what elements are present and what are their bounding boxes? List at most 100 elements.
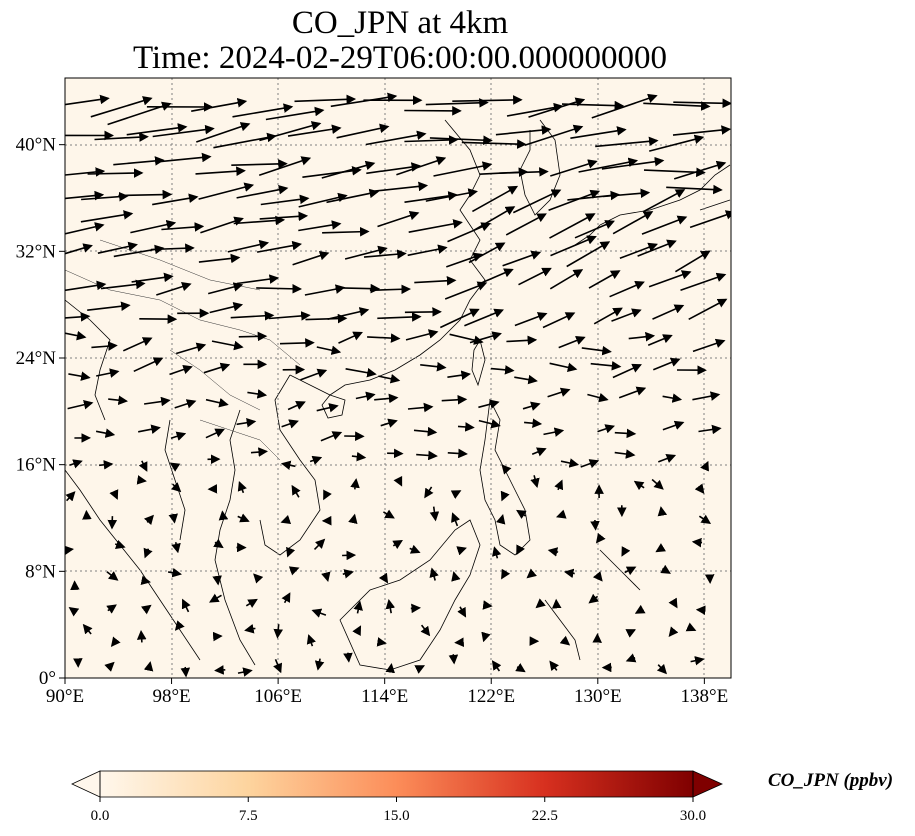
wind-arrow [130,219,177,234]
wind-arrow [327,307,370,320]
wind-arrow [590,519,600,531]
wind-arrow [588,270,621,289]
wind-arrow [429,567,439,581]
wind-arrow [97,241,138,254]
wind-arrow [416,450,438,461]
wind-arrow [321,160,376,179]
wind-arrow [420,361,447,372]
x-tick-label: 138°E [681,686,729,707]
wind-arrow [612,211,654,235]
wind-arrow [425,188,478,202]
wind-arrow [65,243,93,255]
wind-arrow [106,604,117,614]
wind-arrow [543,427,565,437]
wind-arrow [141,604,152,615]
wind-arrow [353,600,363,614]
title-line-1: CO_JPN at 4km [291,5,509,41]
wind-arrow [106,571,119,581]
wind-arrow [495,125,552,136]
wind-arrow [548,189,601,212]
y-tick-label: 32°N [16,241,57,262]
wind-arrow [286,546,296,558]
wind-arrow [138,424,161,434]
wind-arrow [110,636,121,648]
x-tick-label: 106°E [254,686,302,707]
wind-arrow [65,280,107,292]
wind-arrow [280,514,292,525]
wind-arrow [376,637,387,647]
x-tick-label: 122°E [467,686,515,707]
wind-arrow [657,506,668,517]
wind-arrow [478,399,500,409]
wind-arrow [213,132,277,149]
wind-arrow [641,215,688,235]
wind-arrow [90,96,153,118]
wind-arrow [518,267,552,286]
wind-arrow [323,489,332,501]
wind-arrow [238,331,268,342]
wind-arrow [560,458,580,468]
wind-arrow [227,239,270,253]
wind-arrow [265,106,325,121]
wind-arrow [273,658,283,674]
wind-arrow [441,394,468,405]
wind-arrow [490,365,515,375]
wind-arrow [350,478,360,490]
wind-arrow [230,310,275,321]
wind-arrow [648,270,692,288]
wind-arrow [81,191,129,202]
wind-arrow [625,629,637,638]
colorbar-gradient [100,771,693,797]
y-tick-label: 40°N [16,135,57,156]
wind-arrow [634,604,646,614]
wind-arrow [355,391,376,401]
wind-arrow [621,546,631,557]
wind-arrow [464,308,504,327]
wind-arrow [367,333,401,343]
wind-arrow [213,538,224,549]
wind-arrow [321,571,331,582]
wind-arrow [259,211,309,222]
colorbar-tick-label: 30.0 [680,808,706,824]
y-tick-label: 8°N [25,561,56,582]
wind-arrow [653,357,681,371]
wind-arrow [378,374,401,384]
wind-arrow [692,338,726,353]
wind-arrow [174,620,185,631]
wind-arrow [628,331,656,342]
wind-arrow [469,331,502,344]
wind-arrow [383,509,395,519]
wind-arrow [689,210,731,229]
wind-arrow [292,251,330,266]
wind-arrow [643,101,711,111]
wind-arrow [114,539,126,549]
wind-arrow [690,656,705,666]
wind-arrow [253,573,264,584]
wind-arrow [680,272,727,291]
wind-arrow [68,371,91,381]
x-tick-label: 98°E [152,686,190,707]
wind-arrow [522,401,541,411]
wind-arrow [625,653,637,663]
wind-arrow [232,103,294,118]
wind-arrow [140,575,151,585]
wind-arrow [180,666,191,678]
wind-arrow [304,284,346,296]
x-tick-label: 114°E [361,686,408,707]
wind-arrow [673,98,731,109]
wind-arrow [268,311,311,321]
wind-arrow [342,569,354,579]
wind-arrow [365,130,427,146]
wind-arrow [624,566,637,576]
wind-arrow [581,345,612,356]
wind-arrow [549,269,584,290]
wind-arrow [316,403,339,413]
wind-arrow [309,455,323,465]
wind-arrow [496,514,506,525]
wind-arrow [94,132,149,142]
wind-arrow [335,283,381,294]
wind-arrow [99,460,114,470]
wind-arrow [294,94,357,105]
wind-arrow [666,184,723,195]
wind-arrow [256,284,302,294]
